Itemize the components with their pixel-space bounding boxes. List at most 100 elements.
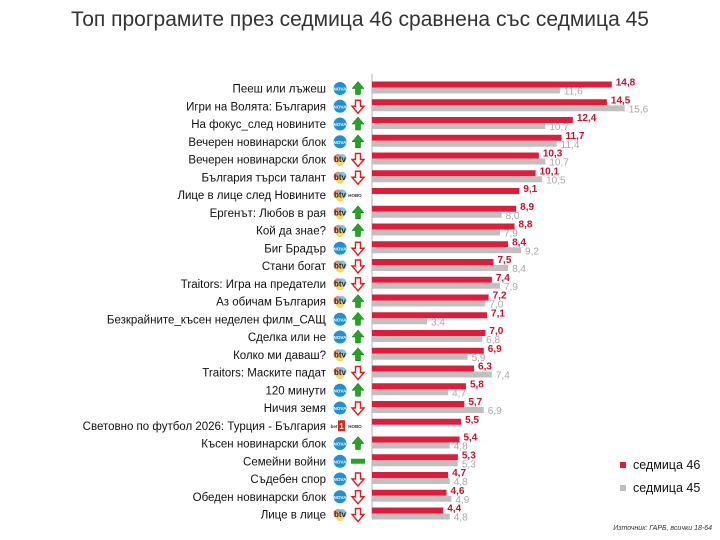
- btv-logo-icon: btv: [333, 171, 347, 184]
- value-label-week45: 6,9: [488, 406, 502, 417]
- nova-logo-icon: NOVA: [333, 472, 348, 486]
- bar-week46: [372, 347, 484, 354]
- value-label-week46: 9,1: [523, 184, 537, 195]
- svg-text:НОВО: НОВО: [348, 424, 362, 429]
- nova-logo-icon: NOVA: [333, 241, 347, 255]
- category-label: Пееш или лъжеш: [233, 84, 326, 96]
- nova-logo-icon: NOVA: [333, 330, 347, 344]
- category-label: Колко ми даваш?: [233, 350, 326, 362]
- value-label-week46: 7,2: [493, 291, 507, 302]
- bar-week46: [372, 205, 517, 212]
- svg-text:NOVA: NOVA: [334, 406, 348, 411]
- bar-week46: [372, 454, 458, 461]
- category-label: Вечерен новинарски блок: [188, 137, 327, 149]
- up-arrow-icon: [351, 205, 365, 219]
- btv-logo-icon: btv: [333, 154, 347, 166]
- up-arrow-icon: [351, 223, 365, 237]
- bar-week45: [372, 140, 557, 147]
- value-label-week45: 11,4: [561, 140, 580, 151]
- value-label-week45: 6,8: [486, 335, 500, 346]
- btv-logo-icon: btv: [333, 349, 347, 362]
- bar-week46: [372, 436, 460, 443]
- nova-logo-icon: NOVA: [333, 82, 347, 95]
- btv-logo-icon: btv: [333, 278, 347, 291]
- bar-week46: [372, 418, 462, 425]
- bar-week46: [372, 188, 520, 194]
- value-label-week45: 4,8: [454, 513, 468, 524]
- nova-logo-icon: NOVA: [333, 490, 348, 504]
- bar-week46: [372, 365, 475, 372]
- down-arrow-icon: [350, 507, 366, 523]
- category-label: Traitors: Маските падат: [202, 368, 326, 380]
- value-label-week46: 5,4: [463, 433, 477, 444]
- bar-week46: [372, 312, 488, 319]
- value-label-week45: 7,9: [504, 282, 518, 293]
- legend-swatch-week45: [620, 485, 626, 491]
- category-label: България търси талант: [201, 172, 326, 184]
- category-label: Аз обичам България: [216, 297, 326, 309]
- bar-week45: [372, 513, 450, 520]
- value-label-week46: 6,3: [478, 362, 492, 373]
- value-label-week46: 14,8: [616, 78, 636, 89]
- down-arrow-icon: [350, 152, 366, 168]
- bar-week45: [372, 229, 500, 236]
- bar-week46: [372, 99, 607, 106]
- value-label-week46: 7,0: [489, 326, 503, 337]
- value-label-week45: 5,9: [472, 353, 486, 364]
- novo1-logo-icon: bet 1 НОВО: [331, 420, 362, 432]
- bar-week45: [372, 265, 509, 271]
- value-label-week46: 5,8: [470, 379, 484, 390]
- value-label-week45: 9,2: [525, 246, 539, 257]
- nova-logo-icon: NOVA: [333, 117, 348, 131]
- bar-week45: [372, 158, 546, 165]
- svg-text:НОВО: НОВО: [348, 193, 362, 198]
- svg-text:btv: btv: [334, 208, 347, 217]
- svg-text:NOVA: NOVA: [334, 477, 348, 482]
- down-arrow-icon: [350, 99, 366, 115]
- category-label: Ничия земя: [264, 403, 326, 415]
- svg-text:btv: btv: [334, 191, 347, 200]
- bar-week45: [372, 407, 484, 413]
- no-change-icon: [351, 458, 365, 464]
- up-arrow-icon: [351, 294, 365, 308]
- category-label: Световно по футбол 2026: Турция - Българ…: [83, 421, 326, 433]
- svg-text:btv: btv: [334, 262, 347, 271]
- value-label-week46: 4,6: [451, 486, 465, 497]
- svg-text:NOVA: NOVA: [334, 459, 348, 464]
- nova-logo-icon: NOVA: [333, 312, 347, 326]
- nova-logo-icon: NOVA: [333, 454, 348, 468]
- bar-week46: [372, 117, 573, 123]
- value-label-week46: 11,7: [566, 131, 585, 142]
- svg-text:NOVA: NOVA: [334, 388, 348, 393]
- bar-week45: [372, 442, 450, 449]
- bar-week46: [372, 330, 486, 336]
- svg-text:1: 1: [339, 422, 344, 431]
- svg-text:NOVA: NOVA: [334, 104, 348, 109]
- value-label-week46: 5,5: [465, 415, 479, 426]
- svg-text:btv: btv: [334, 155, 347, 164]
- category-label: Игри на Волята: България: [186, 101, 326, 113]
- svg-text:bet: bet: [331, 424, 338, 429]
- bar-week46: [372, 223, 515, 230]
- down-arrow-icon: [350, 365, 366, 381]
- value-label-week45: 3,4: [431, 317, 445, 328]
- nova-logo-icon: NOVA: [333, 135, 348, 149]
- value-label-week45: 8,0: [506, 211, 520, 222]
- up-arrow-icon: [351, 382, 365, 397]
- up-arrow-icon: [351, 436, 365, 450]
- svg-text:NOVA: NOVA: [334, 140, 348, 145]
- bar-week45: [372, 460, 458, 467]
- value-label-week46: 4,7: [452, 468, 466, 479]
- bar-week46: [372, 294, 489, 301]
- svg-text:btv: btv: [334, 173, 347, 182]
- up-arrow-icon: [351, 311, 365, 326]
- svg-text:NOVA: NOVA: [334, 495, 348, 500]
- svg-text:NOVA: NOVA: [334, 122, 348, 127]
- category-label: Лице в лице след Новините: [177, 190, 326, 202]
- category-label: Късен новинарски блок: [201, 439, 327, 451]
- bar-week45: [372, 300, 486, 307]
- up-arrow-icon: [351, 347, 365, 361]
- category-label: На фокус_след новините: [191, 119, 326, 131]
- value-label-week45: 15,6: [629, 104, 649, 115]
- category-label: Стани богат: [262, 261, 327, 273]
